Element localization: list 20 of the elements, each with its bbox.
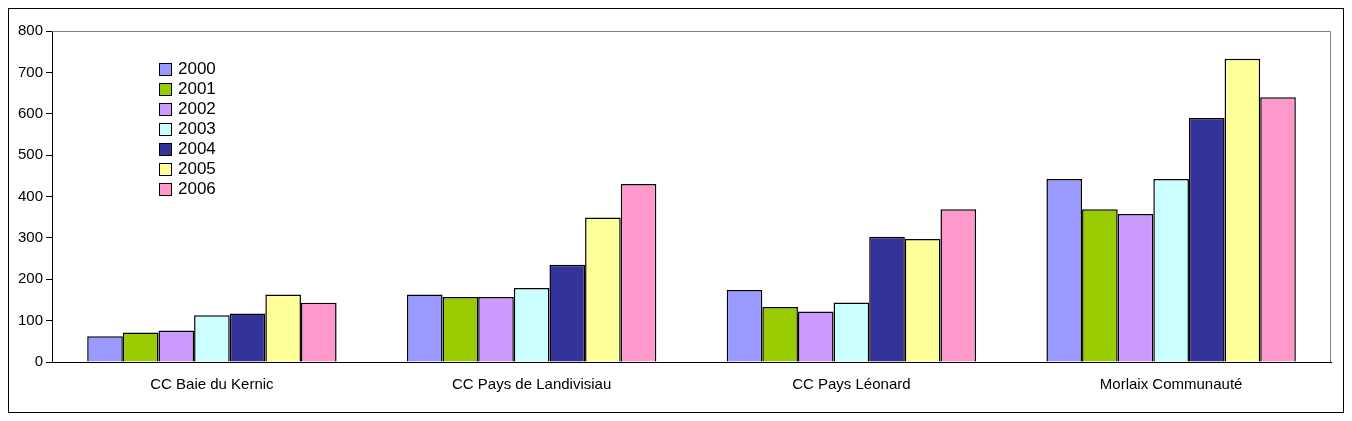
x-tick-label: CC Baie du Kernic [150,375,275,393]
x-tick-label: CC Pays de Landivisiau [452,375,612,393]
x-tick-label: Morlaix Communauté [1099,375,1243,393]
legend-label: 2001 [178,79,216,99]
legend-label: 2003 [178,119,216,139]
y-tick-label: 600 [18,103,44,121]
y-tick-label: 200 [18,269,44,287]
y-tick-label: 100 [18,310,44,328]
y-tick-label: 400 [18,186,44,204]
legend-label: 2002 [178,99,216,119]
legend-label: 2004 [178,139,216,159]
y-tick-label: 300 [18,228,44,246]
y-tick-label: 700 [18,62,44,80]
y-tick-label: 0 [34,352,44,370]
legend-label: 2006 [178,179,216,199]
y-tick-label: 500 [18,145,44,163]
y-tick-label: 800 [18,21,44,39]
x-tick-label: CC Pays Léonard [792,375,911,393]
legend-label: 2005 [178,159,216,179]
legend-label: 2000 [178,59,216,79]
